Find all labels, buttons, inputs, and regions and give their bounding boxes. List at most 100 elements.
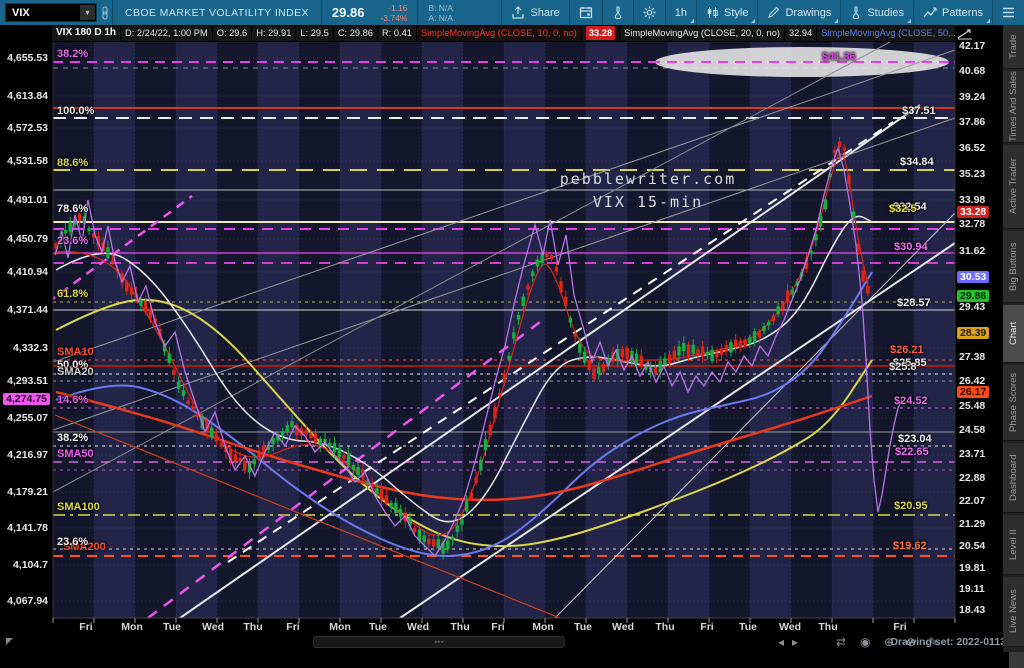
axis-tick-label: 4,067.94 [7, 595, 48, 607]
menu-button[interactable] [992, 0, 1024, 25]
sma10-value: 33.28 [581, 26, 620, 41]
bar-range: R: 0.41 [377, 26, 416, 41]
trendline[interactable] [554, 212, 955, 618]
symbol-input[interactable]: VIX ▾ [5, 3, 97, 22]
horizontal-scrollbar[interactable]: ••• [313, 636, 565, 648]
spx-15min-overlay-line[interactable] [54, 145, 903, 558]
axis-tick-label: 4,255.07 [7, 412, 48, 424]
candle-body [365, 480, 370, 485]
candle-body [823, 199, 828, 210]
candle-body [767, 322, 771, 326]
spx-last-price-badge: 4,274.75 [3, 393, 50, 405]
candle-body [696, 349, 700, 356]
candle-body [370, 483, 374, 488]
candle-body [313, 433, 318, 443]
settings-button[interactable] [632, 0, 665, 25]
left-price-axis[interactable]: 4,655.53 4,613.84 4,572.53 4,531.58 4,491.01… [0, 25, 52, 618]
moving-average-curve[interactable] [55, 390, 873, 502]
candle-body [549, 254, 554, 259]
sma10-legend[interactable]: SimpleMovingAvg (CLOSE, 10, 0, no) [416, 26, 581, 41]
sidebar-tab-live-news[interactable]: Live News [1003, 577, 1024, 647]
sma50-legend[interactable]: SimpleMovingAvg (CLOSE, 50,... [817, 26, 955, 41]
candle-body [261, 445, 266, 458]
pan-icon[interactable]: ⇄ [836, 635, 847, 649]
moving-average-curve[interactable] [55, 215, 873, 523]
gear-icon [643, 6, 656, 19]
trendline[interactable] [53, 42, 891, 493]
axis-tick-label: 4,410.94 [7, 266, 48, 278]
sidebar-tab-chart[interactable]: Chart [1003, 305, 1024, 363]
style-button[interactable]: Style [696, 0, 757, 25]
candle-body [309, 433, 313, 439]
plot-canvas[interactable] [35, 42, 955, 618]
scroll-right-icon[interactable]: ▸ [792, 635, 799, 649]
trendline[interactable] [53, 117, 955, 431]
sidebar-tab-trade[interactable]: Trade [1003, 25, 1024, 69]
drawing-set-label[interactable]: Drawing set: 2022-0113 [890, 636, 1006, 648]
sidebar-tab-phase-scores[interactable]: Phase Scores [1003, 365, 1024, 441]
candle-body [785, 290, 790, 303]
candle-body [143, 302, 148, 313]
candle-body [394, 502, 398, 513]
chevron-down-icon[interactable]: ▾ [80, 5, 95, 20]
candle-body [488, 424, 492, 435]
sidebar-tab-times-and-sales[interactable]: Times And Sales [1003, 71, 1024, 143]
candle-body [191, 406, 195, 410]
bar-low: L: 29.5 [296, 26, 333, 41]
zoom-in-icon[interactable]: ⊕ [884, 635, 895, 649]
chart-scale-icon[interactable] [957, 27, 973, 45]
candle-body [531, 271, 535, 277]
moving-average-curve[interactable] [55, 271, 873, 557]
trendline[interactable] [147, 321, 541, 618]
trendline[interactable] [53, 49, 955, 363]
expand-corner-icon[interactable] [6, 638, 13, 645]
candle-body [332, 442, 337, 453]
candle-body [790, 289, 795, 294]
price-badge: 28.39 [957, 327, 990, 339]
day-column [914, 42, 955, 618]
moving-average-curve[interactable] [55, 298, 873, 548]
candle-body [285, 425, 289, 432]
ellipse-annotation[interactable] [655, 47, 949, 77]
edit-drawing-icon[interactable]: ✎ [928, 635, 939, 649]
style-label: Style [724, 6, 749, 19]
patterns-label: Patterns [942, 6, 983, 19]
sidebar-tab-active-trader[interactable]: Active Trader [1003, 145, 1024, 229]
axis-tick-label: 4,655.53 [7, 52, 48, 64]
trendline[interactable] [54, 414, 561, 618]
timeframe-button[interactable]: 1h [664, 0, 696, 25]
resize-grip[interactable] [1009, 652, 1024, 668]
patterns-button[interactable]: Patterns [913, 0, 992, 25]
candle-body [507, 355, 511, 360]
candle-body [483, 439, 488, 451]
candle-body [757, 331, 761, 338]
candle-body [752, 331, 757, 343]
chart-link-icon[interactable] [100, 5, 110, 21]
candle-body [337, 447, 341, 458]
day-column [217, 42, 258, 618]
quick-study-button[interactable] [601, 0, 633, 25]
sma20-legend[interactable]: SimpleMovingAvg (CLOSE, 20, 0, no) [620, 26, 784, 41]
hamburger-icon [1002, 7, 1015, 18]
drawings-button[interactable]: Drawings [757, 0, 840, 25]
chart-plot-area[interactable] [0, 25, 1003, 652]
candle-body [464, 500, 469, 512]
axis-tick-label: 4,371.44 [7, 304, 48, 316]
scroll-left-icon[interactable]: ◂ [778, 635, 785, 649]
sidebar-tab-dashboard[interactable]: Dashboard [1003, 443, 1024, 513]
time-axis[interactable]: Fri Mon Tue Wed Thu Fri Mon Tue Wed Thu Fri Mon Tue W… [0, 619, 1003, 635]
trendline[interactable] [227, 121, 894, 563]
right-price-axis[interactable]: 42.17 40.68 39.24 37.86 36.52 35.23 33.98 32.78… [955, 25, 1003, 618]
studies-button[interactable]: Studies [840, 0, 913, 25]
moving-average-curve[interactable] [55, 153, 869, 536]
axis-tick-label: 26.42 [959, 375, 986, 387]
share-button[interactable]: Share [501, 0, 568, 25]
trendline[interactable] [179, 104, 921, 618]
zoom-out-icon[interactable]: ⊖ [906, 635, 917, 649]
axis-tick-label: 22.88 [959, 472, 986, 484]
sidebar-tab-big-buttons[interactable]: Big Buttons [1003, 231, 1024, 303]
sidebar-tab-level-ii[interactable]: Level II [1003, 515, 1024, 575]
calendar-button[interactable] [568, 0, 602, 25]
pencil-icon [767, 6, 780, 19]
globe-icon[interactable]: ◉ [860, 635, 871, 649]
